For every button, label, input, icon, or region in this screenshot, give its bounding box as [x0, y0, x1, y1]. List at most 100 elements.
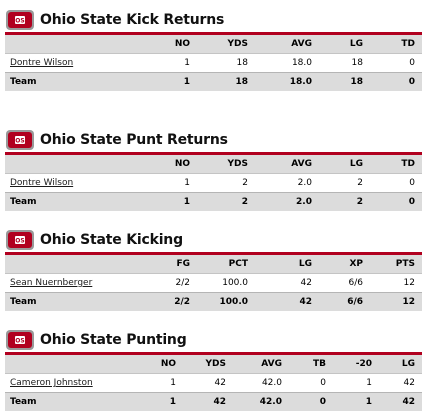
table-row: Cameron Johnston 1 42 42.0 0 1 42	[5, 373, 422, 393]
table-cell: 2.0	[255, 173, 319, 193]
table-header-row: NO YDS AVG LG TD	[5, 155, 422, 174]
section-title: Ohio State Kicking	[40, 232, 183, 248]
table-cell: 2.0	[255, 192, 319, 211]
column-header: YDS	[197, 35, 255, 54]
column-header: AVG	[233, 355, 289, 374]
kicking-table: FG PCT LG XP PTS Sean Nuernberger 2/2 10…	[5, 255, 422, 311]
section-header: OS Ohio State Punting	[5, 328, 422, 352]
column-header: NO	[147, 35, 197, 54]
section-divider	[5, 352, 422, 355]
table-cell: 1	[333, 373, 379, 393]
section-divider	[5, 252, 422, 255]
table-cell: 1	[137, 392, 183, 411]
kick-returns-section: OS Ohio State Kick Returns NO YDS AVG LG…	[5, 8, 422, 91]
team-total-row: Team 1 42 42.0 0 1 42	[5, 392, 422, 411]
table-cell: 1	[147, 173, 197, 193]
team-label: Team	[5, 72, 147, 91]
table-cell: 18	[197, 72, 255, 91]
table-cell: 42	[379, 392, 422, 411]
team-label: Team	[5, 292, 147, 311]
column-header: AVG	[255, 155, 319, 174]
column-header: TB	[289, 355, 333, 374]
ohio-state-logo-icon: OS	[6, 130, 34, 150]
table-cell: 42	[183, 392, 233, 411]
table-cell: 2/2	[147, 292, 197, 311]
ohio-state-logo-icon: OS	[6, 10, 34, 30]
table-cell: 1	[147, 192, 197, 211]
table-cell: 18	[197, 53, 255, 73]
section-title: Ohio State Kick Returns	[40, 12, 225, 28]
column-header: XP	[319, 255, 370, 274]
section-title: Ohio State Punting	[40, 332, 187, 348]
table-cell: 42	[183, 373, 233, 393]
team-total-row: Team 2/2 100.0 42 6/6 12	[5, 292, 422, 311]
table-cell: 0	[289, 373, 333, 393]
svg-text:OS: OS	[15, 338, 24, 345]
team-label: Team	[5, 392, 137, 411]
column-header: YDS	[197, 155, 255, 174]
team-label: Team	[5, 192, 147, 211]
table-cell: 12	[370, 292, 422, 311]
table-row: Sean Nuernberger 2/2 100.0 42 6/6 12	[5, 273, 422, 293]
column-header: TD	[370, 35, 422, 54]
column-header	[5, 35, 147, 54]
table-cell: 0	[370, 53, 422, 73]
player-link[interactable]: Dontre Wilson	[5, 173, 147, 193]
column-header: AVG	[255, 35, 319, 54]
column-header	[5, 355, 137, 374]
punt-returns-section: OS Ohio State Punt Returns NO YDS AVG LG…	[5, 128, 422, 211]
table-cell: 6/6	[319, 273, 370, 293]
table-cell: 0	[370, 173, 422, 193]
column-header: YDS	[183, 355, 233, 374]
table-cell: 0	[370, 72, 422, 91]
section-title: Ohio State Punt Returns	[40, 132, 228, 148]
table-cell: 18	[319, 53, 370, 73]
table-header-row: NO YDS AVG TB -20 LG	[5, 355, 422, 374]
table-cell: 0	[370, 192, 422, 211]
column-header: TD	[370, 155, 422, 174]
player-link[interactable]: Sean Nuernberger	[5, 273, 147, 293]
player-link[interactable]: Cameron Johnston	[5, 373, 137, 393]
table-cell: 0	[289, 392, 333, 411]
section-header: OS Ohio State Punt Returns	[5, 128, 422, 152]
table-cell: 2	[197, 192, 255, 211]
column-header	[5, 255, 147, 274]
punting-section: OS Ohio State Punting NO YDS AVG TB -20 …	[5, 328, 422, 411]
table-cell: 1	[147, 72, 197, 91]
team-total-row: Team 1 2 2.0 2 0	[5, 192, 422, 211]
table-cell: 42	[255, 273, 319, 293]
ohio-state-logo-icon: OS	[6, 230, 34, 250]
ohio-state-logo-icon: OS	[6, 330, 34, 350]
column-header	[5, 155, 147, 174]
table-cell: 42.0	[233, 373, 289, 393]
column-header: -20	[333, 355, 379, 374]
table-cell: 18	[319, 72, 370, 91]
column-header: NO	[147, 155, 197, 174]
table-cell: 100.0	[197, 292, 255, 311]
table-cell: 1	[137, 373, 183, 393]
kick-returns-table: NO YDS AVG LG TD Dontre Wilson 1 18 18.0…	[5, 35, 422, 91]
team-total-row: Team 1 18 18.0 18 0	[5, 72, 422, 91]
player-link[interactable]: Dontre Wilson	[5, 53, 147, 73]
punt-returns-table: NO YDS AVG LG TD Dontre Wilson 1 2 2.0 2…	[5, 155, 422, 211]
svg-text:OS: OS	[15, 238, 24, 245]
table-cell: 2	[319, 173, 370, 193]
table-cell: 42	[379, 373, 422, 393]
column-header: LG	[379, 355, 422, 374]
punting-table: NO YDS AVG TB -20 LG Cameron Johnston 1 …	[5, 355, 422, 411]
table-cell: 42.0	[233, 392, 289, 411]
table-cell: 2	[197, 173, 255, 193]
table-cell: 2/2	[147, 273, 197, 293]
section-header: OS Ohio State Kicking	[5, 228, 422, 252]
table-cell: 18.0	[255, 72, 319, 91]
svg-text:OS: OS	[15, 138, 24, 145]
svg-text:OS: OS	[15, 18, 24, 25]
table-cell: 42	[255, 292, 319, 311]
table-cell: 2	[319, 192, 370, 211]
column-header: PCT	[197, 255, 255, 274]
table-cell: 6/6	[319, 292, 370, 311]
column-header: PTS	[370, 255, 422, 274]
column-header: LG	[255, 255, 319, 274]
section-divider	[5, 152, 422, 155]
column-header: LG	[319, 155, 370, 174]
